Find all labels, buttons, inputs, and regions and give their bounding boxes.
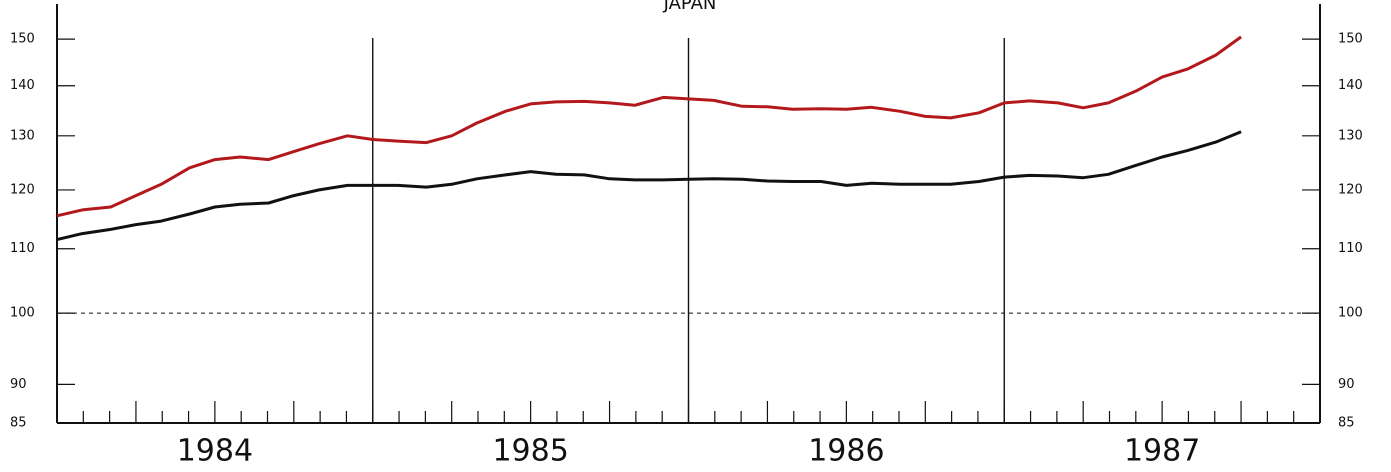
x-tick-label: 1984 — [177, 434, 253, 469]
y-tick-label-right: 130 — [1338, 128, 1363, 143]
y-tick-label: 150 — [10, 32, 35, 47]
y-tick-label-right: 85 — [1338, 416, 1355, 431]
y-tick-label-right: 100 — [1338, 306, 1363, 321]
y-tick-label-right: 150 — [1338, 32, 1363, 47]
y-tick-label-right: 110 — [1338, 241, 1363, 256]
y-tick-label: 130 — [10, 128, 35, 143]
series-line — [56, 130, 1242, 242]
series-line — [56, 35, 1242, 218]
y-tick-label: 85 — [10, 416, 27, 431]
y-tick-label: 110 — [10, 241, 35, 256]
x-tick-label: 1985 — [492, 434, 568, 469]
x-tick-label: 1987 — [1124, 434, 1200, 469]
y-tick-label-right: 90 — [1338, 377, 1355, 392]
y-tick-label: 120 — [10, 182, 35, 197]
y-tick-label: 100 — [10, 306, 35, 321]
y-tick-label-right: 120 — [1338, 182, 1363, 197]
y-tick-label: 140 — [10, 78, 35, 93]
chart-title: JAPAN — [663, 0, 717, 14]
x-tick-label: 1986 — [808, 434, 884, 469]
y-tick-label-right: 140 — [1338, 78, 1363, 93]
y-tick-label: 90 — [10, 377, 27, 392]
